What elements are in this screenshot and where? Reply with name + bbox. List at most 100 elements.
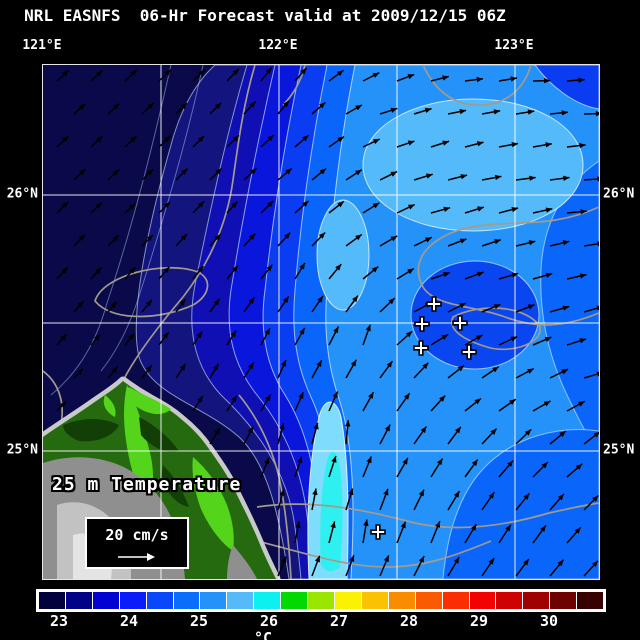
current-vector-arrow: [511, 206, 519, 213]
current-vector-arrow: [366, 456, 372, 464]
current-vector-arrow: [523, 558, 529, 566]
current-vector-arrow: [231, 395, 237, 403]
current-vector-arrow: [96, 136, 103, 143]
colorbar-cell: [200, 592, 227, 609]
current-vector-arrow: [267, 200, 274, 208]
current-vector-arrow: [383, 555, 389, 563]
current-vector-arrow: [436, 458, 443, 466]
current-vector-arrow: [350, 359, 357, 367]
current-vector-arrow: [494, 174, 502, 181]
current-vector-arrow: [230, 330, 237, 338]
station-marker: [452, 315, 468, 331]
current-vector-arrow: [579, 338, 587, 344]
current-vector-arrow: [62, 70, 69, 77]
current-vector-arrow: [197, 396, 203, 403]
current-vector-arrow: [281, 556, 287, 564]
current-vector-arrow: [348, 488, 354, 496]
current-vector-arrow: [59, 401, 67, 408]
current-vector-arrow: [279, 489, 285, 497]
current-vector-arrow: [264, 328, 270, 335]
current-vector-arrow: [529, 175, 536, 181]
current-vector-arrow: [492, 366, 499, 373]
colorbar-cell: [577, 592, 604, 609]
colorbar-cell: [92, 592, 119, 609]
current-vector-arrow: [299, 262, 305, 270]
current-vector-arrow: [213, 298, 220, 306]
colorbar: [36, 589, 606, 612]
current-vector-arrow: [505, 524, 511, 532]
current-vector-arrow: [197, 201, 205, 208]
current-vector-arrow: [145, 299, 152, 307]
current-vector-arrow: [405, 331, 413, 338]
current-vector-arrow: [579, 273, 587, 279]
current-vector-arrow: [355, 104, 362, 111]
current-vector-arrow: [593, 432, 599, 438]
colorbar-cell: [65, 592, 92, 609]
current-vector-arrow: [333, 326, 339, 334]
current-vector-arrow: [147, 102, 154, 110]
current-vector-arrow: [453, 491, 460, 498]
current-vector-arrow: [407, 204, 415, 210]
current-vector-arrow: [179, 299, 186, 306]
current-vector-arrow: [146, 365, 152, 372]
current-vector-arrow: [442, 140, 450, 146]
vector-scale-label: 20 cm/s: [105, 526, 169, 544]
current-vector-arrow: [266, 264, 273, 272]
colorbar-cell: [415, 592, 442, 609]
colorbar-cell: [281, 592, 308, 609]
current-vector-arrow: [454, 426, 461, 434]
current-vector-arrow: [511, 141, 519, 148]
current-vector-arrow: [597, 176, 599, 182]
station-marker: [370, 524, 386, 540]
current-vector-arrow: [420, 426, 427, 434]
current-vector-arrow: [390, 171, 398, 177]
colorbar-cell: [469, 592, 496, 609]
current-vector-arrow: [337, 136, 344, 143]
current-vector-arrow: [474, 398, 481, 405]
current-vector-arrow: [528, 240, 536, 246]
current-vector-arrow: [295, 521, 301, 529]
current-vector-arrow: [509, 399, 516, 406]
current-vector-arrow: [435, 521, 441, 528]
colorbar-cell: [39, 592, 65, 609]
current-vector-arrow: [441, 334, 449, 340]
current-vector-arrow: [372, 72, 380, 78]
colorbar-tick-label: 26: [259, 612, 279, 630]
current-vector-arrow: [61, 267, 68, 274]
current-vector-arrow: [319, 102, 326, 109]
current-vector-arrow: [407, 74, 415, 80]
field-label: 25 m Temperature: [52, 474, 242, 495]
current-vector-arrow: [214, 102, 222, 110]
current-vector-arrow: [523, 493, 530, 500]
current-vector-arrow: [164, 135, 171, 143]
ssh-contours: [43, 65, 599, 579]
station-marker: [413, 340, 429, 356]
current-vector-arrow: [578, 77, 585, 83]
current-vector-arrow: [524, 429, 532, 436]
colorbar-tick-label: 30: [539, 612, 559, 630]
scale-arrow-icon: [118, 553, 155, 561]
current-vector-arrow: [527, 109, 535, 115]
current-vector-arrow: [365, 324, 371, 332]
current-vector-arrow: [77, 301, 84, 308]
colorbar-tick-label: 27: [329, 612, 349, 630]
current-vector-arrow: [163, 201, 171, 209]
current-vector-arrow: [285, 168, 292, 175]
station-marker: [461, 344, 477, 360]
current-vector-arrow: [213, 363, 219, 371]
colorbar-cell: [146, 592, 173, 609]
current-vector-arrow: [507, 460, 514, 467]
current-vector-arrow: [544, 337, 552, 343]
current-vector-arrow: [300, 68, 307, 75]
current-vector-arrow: [494, 239, 501, 245]
station-markers: [370, 296, 477, 540]
current-vector-arrow: [459, 303, 466, 309]
latitude-tick-label: 26°N: [603, 186, 635, 202]
current-vector-arrow: [181, 168, 188, 175]
current-vector-arrow: [96, 70, 103, 77]
current-vector-arrow: [281, 359, 286, 367]
current-vector-arrow: [541, 462, 548, 469]
current-vector-arrow: [557, 559, 564, 567]
current-vector-arrow: [476, 271, 484, 277]
current-vector-arrow: [470, 524, 477, 531]
